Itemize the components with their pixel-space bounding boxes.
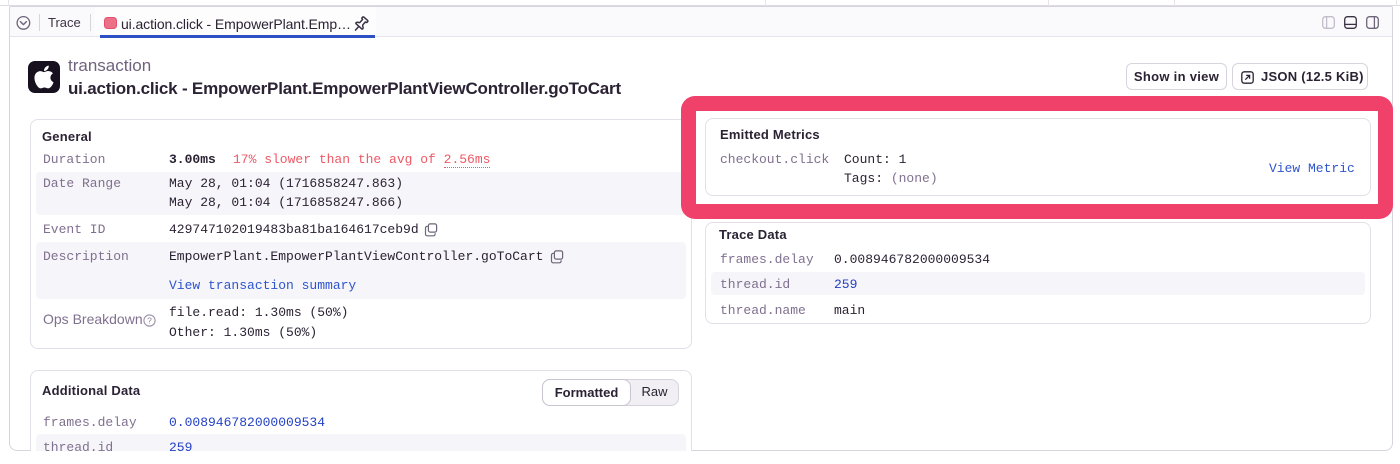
- svg-text:?: ?: [147, 316, 152, 326]
